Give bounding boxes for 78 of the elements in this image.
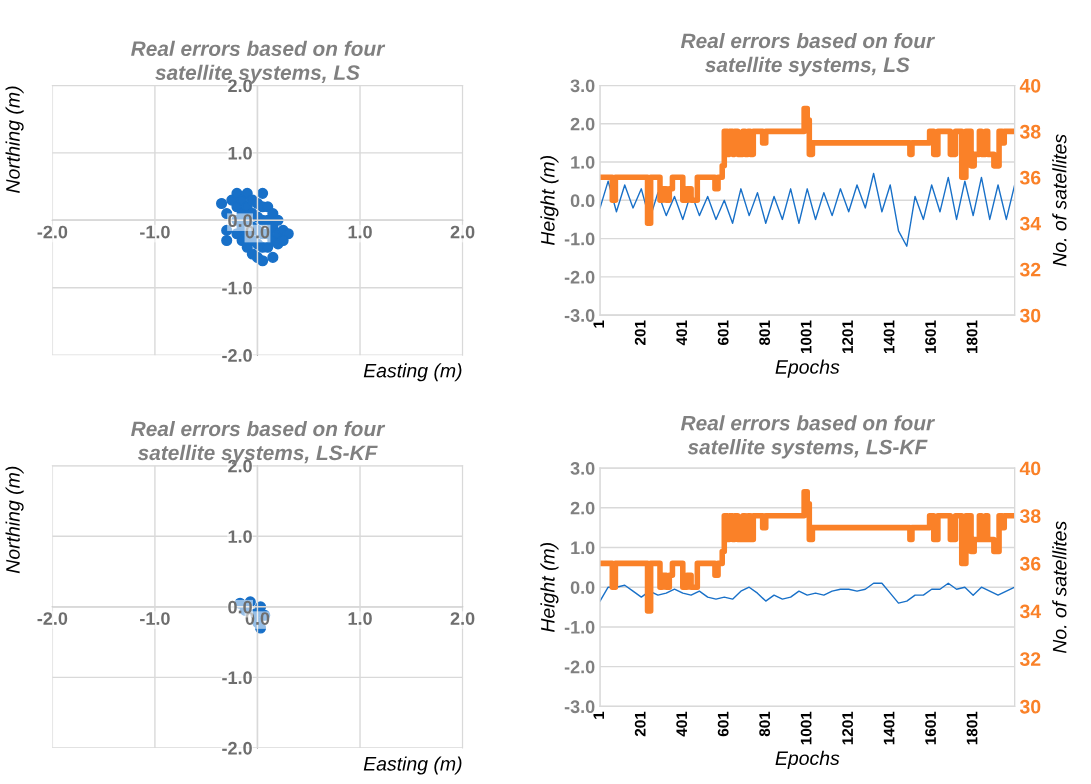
x-tick-label: 1001 bbox=[800, 320, 812, 354]
y2-tick-label: 36 bbox=[1019, 556, 1041, 571]
x-tick-label: 1801 bbox=[966, 711, 978, 745]
line-series bbox=[600, 172, 1015, 247]
x-tick-label: 201 bbox=[634, 711, 646, 737]
y-tick-label: 2.0 bbox=[570, 501, 595, 515]
x-tick-label: 1401 bbox=[883, 320, 895, 354]
y2-tick-label: 32 bbox=[1019, 652, 1041, 666]
x-tick-label: 1001 bbox=[800, 711, 812, 745]
chart-title: Real errors based on four satellite systems, LS-KF bbox=[680, 415, 936, 459]
x-tick-label: -1.0 bbox=[140, 225, 170, 239]
point bbox=[257, 187, 269, 199]
y-tick-label: -2.0 bbox=[222, 741, 252, 755]
x-tick-label: 1601 bbox=[925, 711, 936, 745]
y-tick-label: -2.0 bbox=[564, 270, 595, 284]
x-tick-label: 1601 bbox=[925, 320, 936, 354]
point bbox=[216, 197, 228, 210]
x-tick-label: 1401 bbox=[883, 711, 895, 745]
x-axis-title: Epochs bbox=[775, 750, 840, 769]
x-tick-label: 1.0 bbox=[348, 612, 372, 625]
x-tick-label: 1 bbox=[593, 320, 604, 328]
x-axis-title: Epochs bbox=[775, 359, 840, 378]
y-tick-label: 0.0 bbox=[570, 581, 595, 594]
y2-tick-label: 30 bbox=[1019, 308, 1041, 323]
y-tick-label: -1.0 bbox=[222, 281, 252, 295]
x-tick-label: 801 bbox=[759, 320, 771, 346]
y-tick-label: 0.0 bbox=[570, 194, 595, 208]
x-tick-label: 1201 bbox=[842, 711, 854, 745]
y-tick-label: -3.0 bbox=[564, 700, 595, 714]
point bbox=[257, 255, 269, 267]
y2-tick-label: 34 bbox=[1019, 216, 1042, 231]
x-axis-title: Easting (m) bbox=[363, 363, 462, 382]
x-tick-label: 201 bbox=[634, 320, 646, 345]
x-tick-label: 1201 bbox=[842, 320, 854, 354]
x-tick-label: 2.0 bbox=[450, 225, 475, 239]
y-tick-label: 1.0 bbox=[571, 155, 595, 169]
x-tick-label: 401 bbox=[676, 320, 688, 346]
y-tick-label: -2.0 bbox=[564, 660, 595, 674]
x-tick-label: -2.0 bbox=[37, 225, 68, 239]
x-tick-label: 801 bbox=[759, 711, 771, 737]
point bbox=[221, 234, 233, 247]
y-tick-label: -3.0 bbox=[564, 309, 595, 322]
y-tick-label: 1.0 bbox=[228, 146, 252, 160]
x-tick-label: 1801 bbox=[966, 320, 978, 354]
y2-tick-label: 30 bbox=[1019, 699, 1041, 714]
y-tick-label: -1.0 bbox=[222, 671, 252, 685]
y2-axis-title: No. of satellites bbox=[1052, 521, 1067, 654]
chart-title: Real errors based on four satellite systems, LS bbox=[680, 32, 936, 77]
y-tick-label: 0.0 bbox=[228, 600, 252, 614]
y-tick-label: -2.0 bbox=[222, 349, 252, 362]
x-tick-label: -1.0 bbox=[140, 612, 170, 625]
y-tick-label: 1.0 bbox=[571, 541, 595, 555]
y2-tick-label: 40 bbox=[1019, 461, 1041, 476]
line-series bbox=[600, 582, 1015, 604]
x-tick-label: 601 bbox=[717, 711, 729, 737]
y-axis-title: Height (m) bbox=[540, 156, 559, 246]
x-tick-label: 1.0 bbox=[348, 225, 372, 239]
y2-tick-label: 36 bbox=[1019, 170, 1041, 185]
y-axis-title: Northing (m) bbox=[5, 86, 24, 193]
y-tick-label: 2.0 bbox=[570, 117, 595, 131]
point bbox=[267, 251, 279, 263]
y2-tick-label: 34 bbox=[1019, 604, 1042, 619]
y2-tick-label: 38 bbox=[1019, 509, 1041, 523]
y2-tick-label: 40 bbox=[1019, 78, 1041, 93]
y2-axis-title: No. of satellites bbox=[1052, 134, 1067, 267]
y2-tick-label: 38 bbox=[1019, 124, 1041, 139]
x-axis-title: Easting (m) bbox=[363, 756, 462, 775]
y-tick-label: 1.0 bbox=[228, 530, 252, 543]
y-axis-title: Height (m) bbox=[540, 542, 559, 632]
x-tick-label: 601 bbox=[717, 320, 729, 345]
x-tick-label: 401 bbox=[676, 711, 688, 737]
y-axis-title: Northing (m) bbox=[5, 466, 24, 574]
x-tick-label: -2.0 bbox=[37, 612, 68, 625]
y-tick-label: 3.0 bbox=[570, 461, 595, 475]
x-tick-label: 2.0 bbox=[450, 612, 475, 625]
y-tick-label: 3.0 bbox=[570, 79, 595, 93]
x-tick-label: 1 bbox=[593, 711, 604, 719]
y2-tick-label: 32 bbox=[1019, 262, 1041, 277]
